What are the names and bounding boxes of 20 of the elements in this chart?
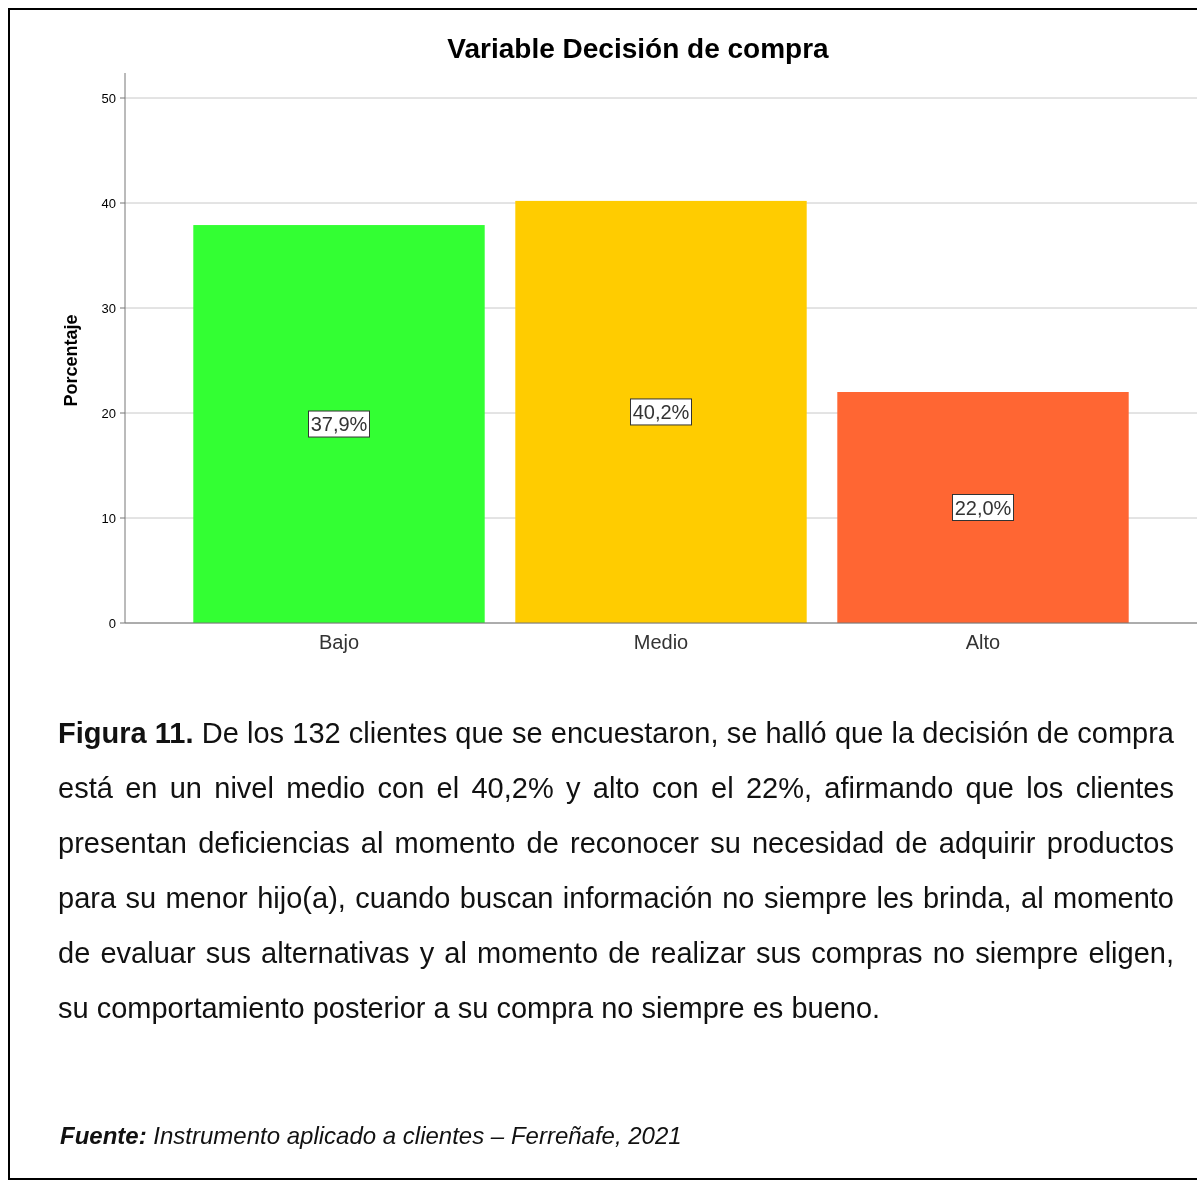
x-tick-label: Medio — [633, 631, 689, 653]
data-label: 40,2% — [632, 401, 690, 424]
y-tick-label: 0 — [108, 615, 116, 631]
data-label: 22,0% — [954, 496, 1012, 519]
y-tick-label: 40 — [101, 195, 116, 211]
source-note: Fuente: — [60, 1122, 147, 1149]
bar — [837, 392, 1129, 623]
chart-title: Variable Decisión de compra — [447, 33, 830, 64]
bar — [193, 225, 485, 623]
y-axis-title: Porcentaje — [61, 314, 81, 407]
y-tick-label: 20 — [101, 405, 116, 421]
text: Figura 11. — [58, 717, 194, 749]
y-tick-label: 50 — [101, 90, 116, 106]
data-label: 37,9% — [310, 413, 368, 436]
bar — [515, 200, 807, 623]
text: Instrumento aplicado a clientes – Ferreñafe, 2021 — [153, 1122, 682, 1149]
y-tick-label: 10 — [101, 510, 116, 526]
x-tick-label: Alto — [965, 631, 1001, 653]
y-tick-label: 30 — [101, 300, 116, 316]
x-tick-label: Bajo — [318, 631, 360, 653]
